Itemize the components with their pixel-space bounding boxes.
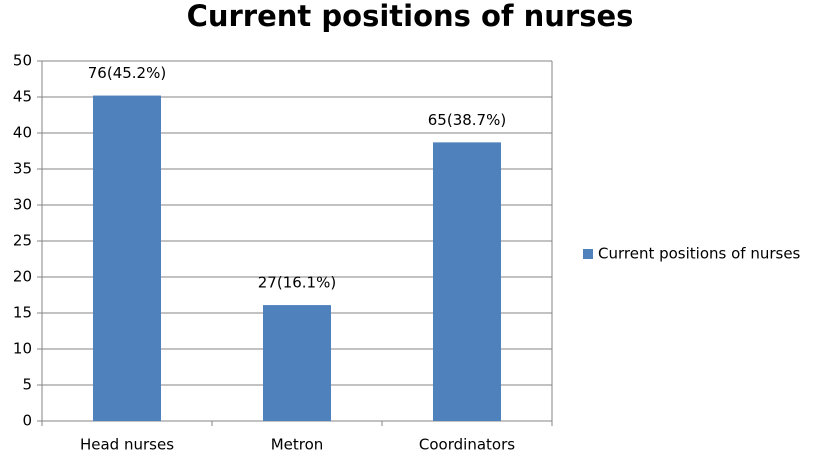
y-tick-label: 35: [13, 160, 32, 178]
bar: [93, 95, 161, 421]
data-label: 76(45.2%): [88, 64, 166, 82]
legend-label: Current positions of nurses: [598, 245, 801, 263]
y-tick-label: 10: [13, 340, 32, 358]
data-label: 27(16.1%): [258, 274, 336, 292]
x-tick-label: Coordinators: [419, 436, 515, 454]
x-tick-label: Head nurses: [80, 436, 174, 454]
y-tick-label: 15: [13, 304, 32, 322]
y-tick-label: 40: [13, 124, 32, 142]
chart-title: Current positions of nurses: [187, 0, 634, 33]
legend-swatch: [583, 249, 593, 259]
y-tick-label: 50: [13, 52, 32, 70]
bar: [263, 305, 331, 421]
data-label: 65(38.7%): [428, 111, 506, 129]
y-tick-label: 20: [13, 268, 32, 286]
bar: [433, 142, 501, 422]
y-tick-label: 30: [13, 196, 32, 214]
y-tick-label: 5: [22, 376, 32, 394]
x-tick-label: Metron: [271, 436, 324, 454]
y-tick-label: 45: [13, 88, 32, 106]
y-tick-label: 0: [22, 412, 32, 430]
y-tick-label: 25: [13, 232, 32, 250]
